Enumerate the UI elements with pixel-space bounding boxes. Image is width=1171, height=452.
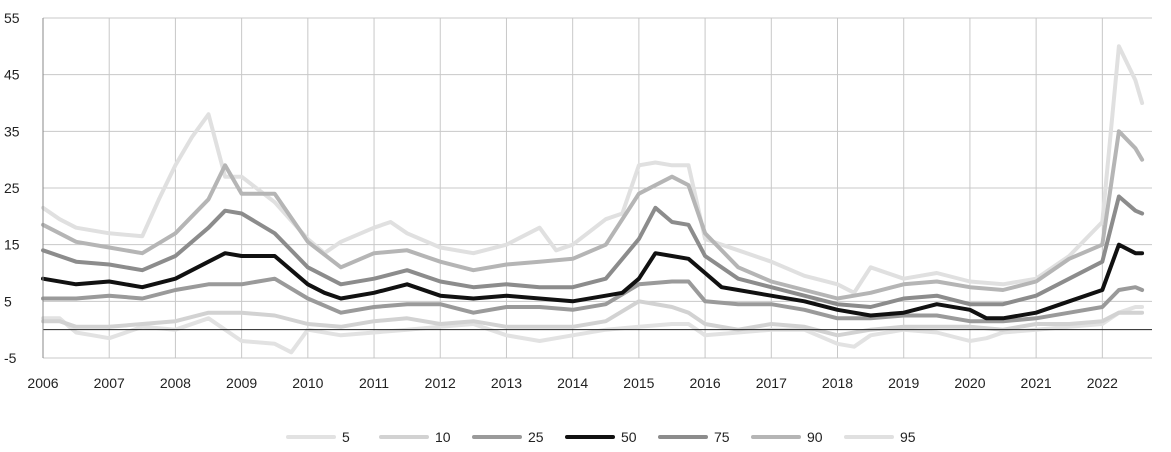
y-tick-label: 55 <box>4 10 20 26</box>
y-tick-label: 5 <box>4 293 12 309</box>
legend-label-75: 75 <box>714 429 730 445</box>
x-tick-label: 2019 <box>888 375 919 391</box>
x-tick-label: 2011 <box>359 375 389 391</box>
legend-label-25: 25 <box>528 429 544 445</box>
grid-lines <box>42 17 1152 359</box>
series-line-5 <box>41 305 1145 355</box>
x-tick-label: 2017 <box>756 375 787 391</box>
legend: 5 10 25 50 75 90 95 <box>286 429 916 445</box>
legend-label-50: 50 <box>621 429 637 445</box>
x-tick-label: 2012 <box>425 375 456 391</box>
x-tick-label: 2006 <box>27 375 58 391</box>
x-tick-label: 2009 <box>226 375 257 391</box>
legend-label-90: 90 <box>807 429 823 445</box>
series-line-10 <box>41 299 1145 338</box>
x-tick-label: 2015 <box>623 375 654 391</box>
x-tick-label: 2013 <box>491 375 522 391</box>
x-tick-label: 2007 <box>94 375 125 391</box>
y-tick-label: 25 <box>4 180 20 196</box>
x-tick-label: 2016 <box>690 375 721 391</box>
legend-label-5: 5 <box>342 429 350 445</box>
x-tick-label: 2020 <box>954 375 985 391</box>
x-tick-label: 2008 <box>160 375 191 391</box>
x-tick-label: 2022 <box>1087 375 1118 391</box>
legend-label-10: 10 <box>435 429 451 445</box>
y-tick-label: 15 <box>4 237 20 253</box>
x-tick-label: 2010 <box>292 375 323 391</box>
axes <box>42 18 1152 358</box>
series-lines <box>41 44 1145 355</box>
x-axis-tick-labels: 2006 2007 2008 2009 2010 2011 2012 2013 2014 2015… <box>27 375 1118 391</box>
y-axis-tick-labels: 55 45 35 25 15 5 -5 <box>4 10 20 366</box>
series-line-25 <box>41 276 1145 324</box>
y-tick-label: -5 <box>4 350 17 366</box>
series-line-90 <box>41 129 1145 301</box>
legend-label-95: 95 <box>900 429 916 445</box>
series-line-75 <box>41 194 1145 309</box>
y-tick-label: 35 <box>4 123 20 139</box>
y-tick-label: 45 <box>4 67 20 83</box>
x-tick-label: 2014 <box>557 375 588 391</box>
series-line-50 <box>41 242 1145 321</box>
x-tick-label: 2018 <box>822 375 853 391</box>
series-line-95 <box>41 44 1145 295</box>
x-tick-label: 2021 <box>1021 375 1052 391</box>
